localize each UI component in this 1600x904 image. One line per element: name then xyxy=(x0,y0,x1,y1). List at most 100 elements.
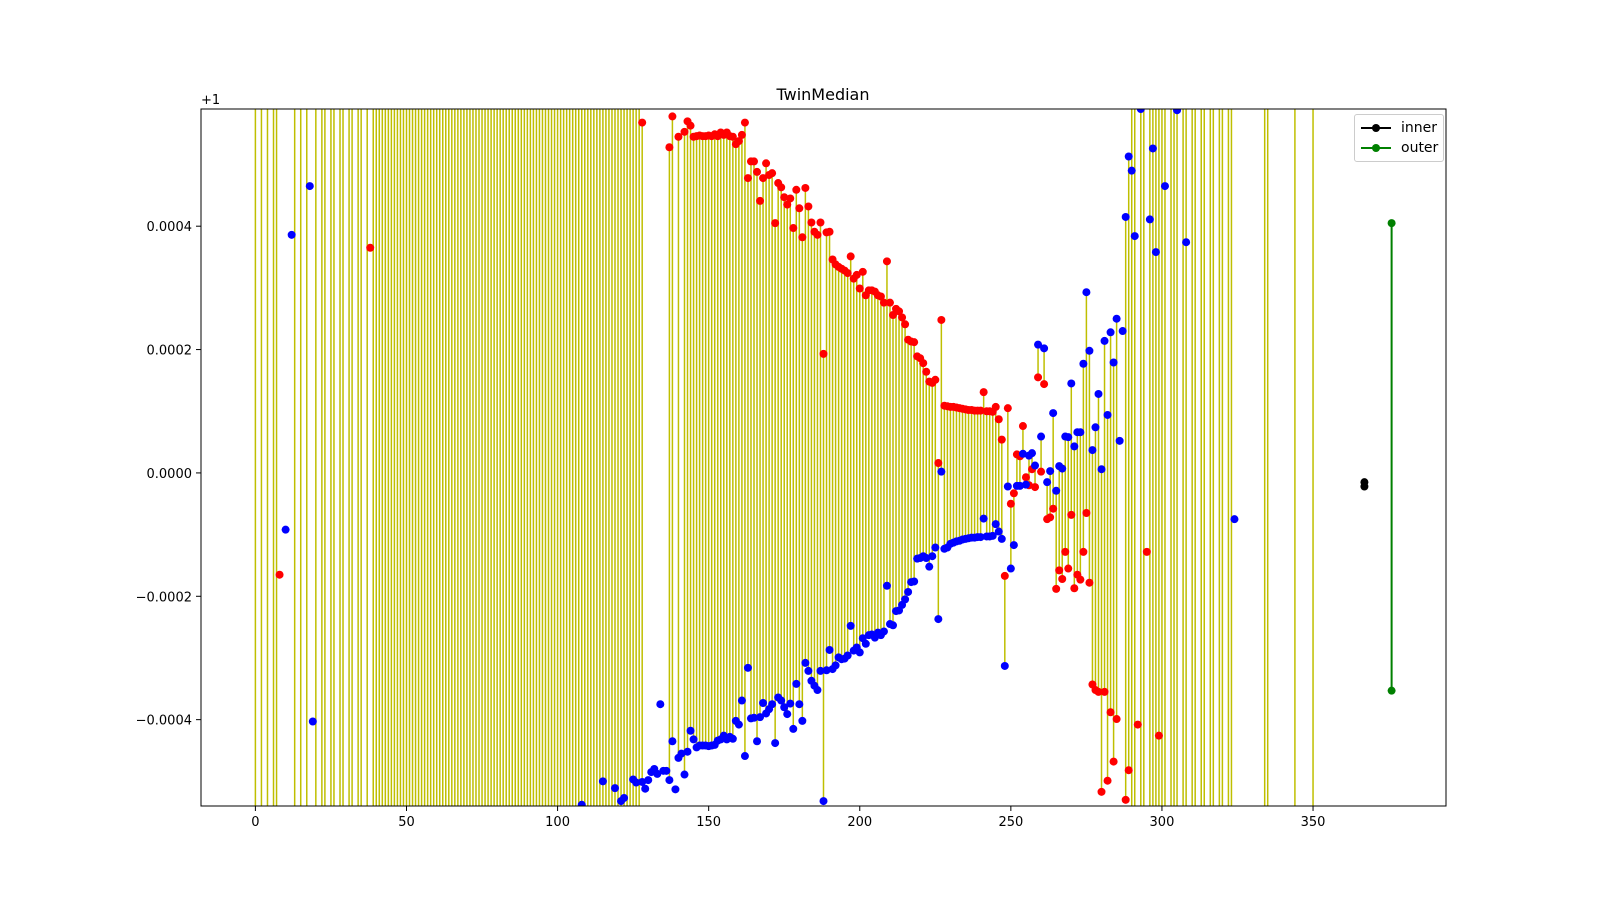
upper-point xyxy=(976,406,985,415)
chart-title: TwinMedian xyxy=(776,85,870,104)
upper-point xyxy=(756,196,765,205)
y-tick-label: −0.0004 xyxy=(136,714,192,729)
lower-point xyxy=(577,800,586,806)
upper-point xyxy=(798,233,807,242)
upper-point xyxy=(825,227,834,236)
lower-point xyxy=(783,710,792,719)
lower-point xyxy=(831,661,840,670)
upper-point xyxy=(783,200,792,209)
upper-point xyxy=(674,132,683,141)
upper-point xyxy=(366,243,375,252)
lower-point xyxy=(1094,389,1103,398)
lower-point xyxy=(677,749,686,758)
upper-point xyxy=(1109,757,1118,766)
upper-point xyxy=(740,118,749,127)
upper-point xyxy=(901,320,910,329)
lower-point xyxy=(822,666,831,675)
y-tick-label: 0.0000 xyxy=(147,467,193,482)
lower-point xyxy=(922,554,931,563)
lower-point xyxy=(665,776,674,785)
lower-point xyxy=(749,713,758,722)
upper-point xyxy=(753,167,762,176)
upper-point xyxy=(795,204,804,213)
upper-point xyxy=(1064,564,1073,573)
x-tick-label: 100 xyxy=(545,815,570,830)
lower-point xyxy=(786,699,795,708)
lower-point xyxy=(988,531,997,540)
upper-point xyxy=(1133,720,1142,729)
upper-point xyxy=(804,202,813,211)
lower-point xyxy=(846,621,855,630)
lower-point xyxy=(287,230,296,239)
lower-point xyxy=(879,627,888,636)
legend-entry-inner: inner xyxy=(1361,118,1437,138)
lower-point xyxy=(1151,248,1160,257)
lower-point xyxy=(801,658,810,667)
lower-point xyxy=(825,645,834,654)
lower-point xyxy=(656,700,665,709)
upper-point xyxy=(1000,571,1009,580)
upper-point xyxy=(1040,380,1049,389)
legend-entry-outer: outer xyxy=(1361,138,1438,158)
upper-point xyxy=(668,112,677,121)
lower-point xyxy=(901,595,910,604)
lower-point xyxy=(861,639,870,648)
lower-point xyxy=(671,785,680,794)
upper-point xyxy=(855,284,864,293)
x-tick-label: 250 xyxy=(998,815,1023,830)
lower-point xyxy=(819,797,828,806)
upper-point xyxy=(1103,776,1112,785)
upper-point xyxy=(728,132,737,141)
lower-point xyxy=(1043,478,1052,487)
upper-point xyxy=(895,307,904,316)
lower-point xyxy=(1121,212,1130,221)
upper-point xyxy=(852,270,861,279)
upper-point xyxy=(1021,473,1030,482)
upper-point xyxy=(737,130,746,139)
stem-lines xyxy=(254,109,1314,806)
x-tick-label: 50 xyxy=(398,815,415,830)
lower-point xyxy=(1115,436,1124,445)
lower-point xyxy=(598,777,607,786)
x-tick-label: 350 xyxy=(1301,815,1326,830)
lower-point xyxy=(928,552,937,561)
y-axis-ticks: −0.0004 −0.0002 0.0000 0.0002 0.0004 xyxy=(136,220,201,729)
upper-point xyxy=(1058,575,1067,584)
upper-point xyxy=(1067,510,1076,519)
data-points xyxy=(275,109,1396,806)
upper-point xyxy=(1076,575,1085,584)
lower-point xyxy=(931,543,940,552)
lower-point xyxy=(728,734,737,743)
lower-point xyxy=(777,696,786,705)
upper-point xyxy=(816,218,825,227)
upper-point xyxy=(789,224,798,233)
lower-point xyxy=(1079,359,1088,368)
lower-point xyxy=(1148,144,1157,153)
upper-point xyxy=(1003,404,1012,413)
upper-point xyxy=(1055,566,1064,575)
lower-point xyxy=(756,713,765,722)
lower-point xyxy=(1040,344,1049,353)
upper-point xyxy=(1031,483,1040,492)
upper-point xyxy=(734,137,743,146)
upper-point xyxy=(1121,795,1130,804)
upper-point xyxy=(275,570,284,579)
lower-point xyxy=(1173,109,1182,115)
upper-point xyxy=(759,174,768,183)
upper-point xyxy=(792,185,801,194)
lower-point xyxy=(281,525,290,534)
lower-point xyxy=(1182,238,1191,247)
lower-point xyxy=(668,737,677,746)
upper-point xyxy=(1097,787,1106,796)
lower-point xyxy=(1009,541,1018,550)
upper-point xyxy=(898,313,907,322)
lower-point xyxy=(1067,379,1076,388)
lower-point xyxy=(1082,288,1091,297)
lower-point xyxy=(1136,109,1145,113)
lower-point xyxy=(994,527,1003,536)
lower-point xyxy=(937,467,946,476)
lower-point xyxy=(813,686,822,695)
upper-point xyxy=(1009,489,1018,498)
lower-point xyxy=(792,679,801,688)
